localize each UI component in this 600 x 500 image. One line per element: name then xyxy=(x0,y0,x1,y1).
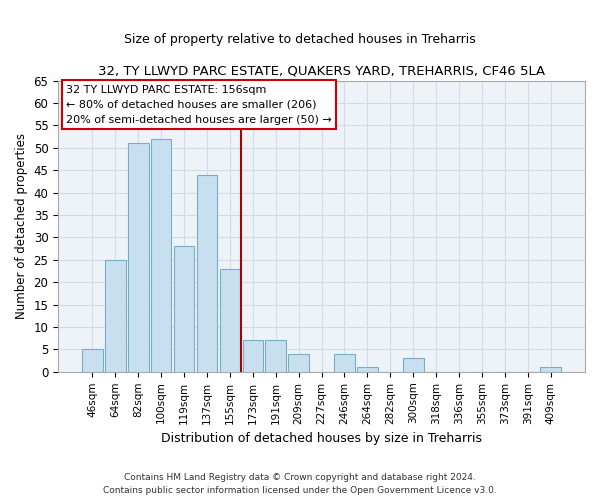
Bar xyxy=(289,354,309,372)
Bar xyxy=(174,246,194,372)
Bar xyxy=(265,340,286,372)
Text: 32 TY LLWYD PARC ESTATE: 156sqm
← 80% of detached houses are smaller (206)
20% o: 32 TY LLWYD PARC ESTATE: 156sqm ← 80% of… xyxy=(66,85,332,124)
Bar xyxy=(105,260,125,372)
Bar xyxy=(82,350,103,372)
X-axis label: Distribution of detached houses by size in Treharris: Distribution of detached houses by size … xyxy=(161,432,482,445)
Bar xyxy=(403,358,424,372)
Bar xyxy=(151,139,172,372)
Bar xyxy=(242,340,263,372)
Bar xyxy=(357,368,378,372)
Bar xyxy=(541,368,561,372)
Bar xyxy=(128,144,149,372)
Bar xyxy=(334,354,355,372)
Bar xyxy=(197,174,217,372)
Bar xyxy=(220,269,240,372)
Y-axis label: Number of detached properties: Number of detached properties xyxy=(15,133,28,319)
Text: Contains HM Land Registry data © Crown copyright and database right 2024.
Contai: Contains HM Land Registry data © Crown c… xyxy=(103,474,497,495)
Text: Size of property relative to detached houses in Treharris: Size of property relative to detached ho… xyxy=(124,32,476,46)
Title: 32, TY LLWYD PARC ESTATE, QUAKERS YARD, TREHARRIS, CF46 5LA: 32, TY LLWYD PARC ESTATE, QUAKERS YARD, … xyxy=(98,65,545,78)
